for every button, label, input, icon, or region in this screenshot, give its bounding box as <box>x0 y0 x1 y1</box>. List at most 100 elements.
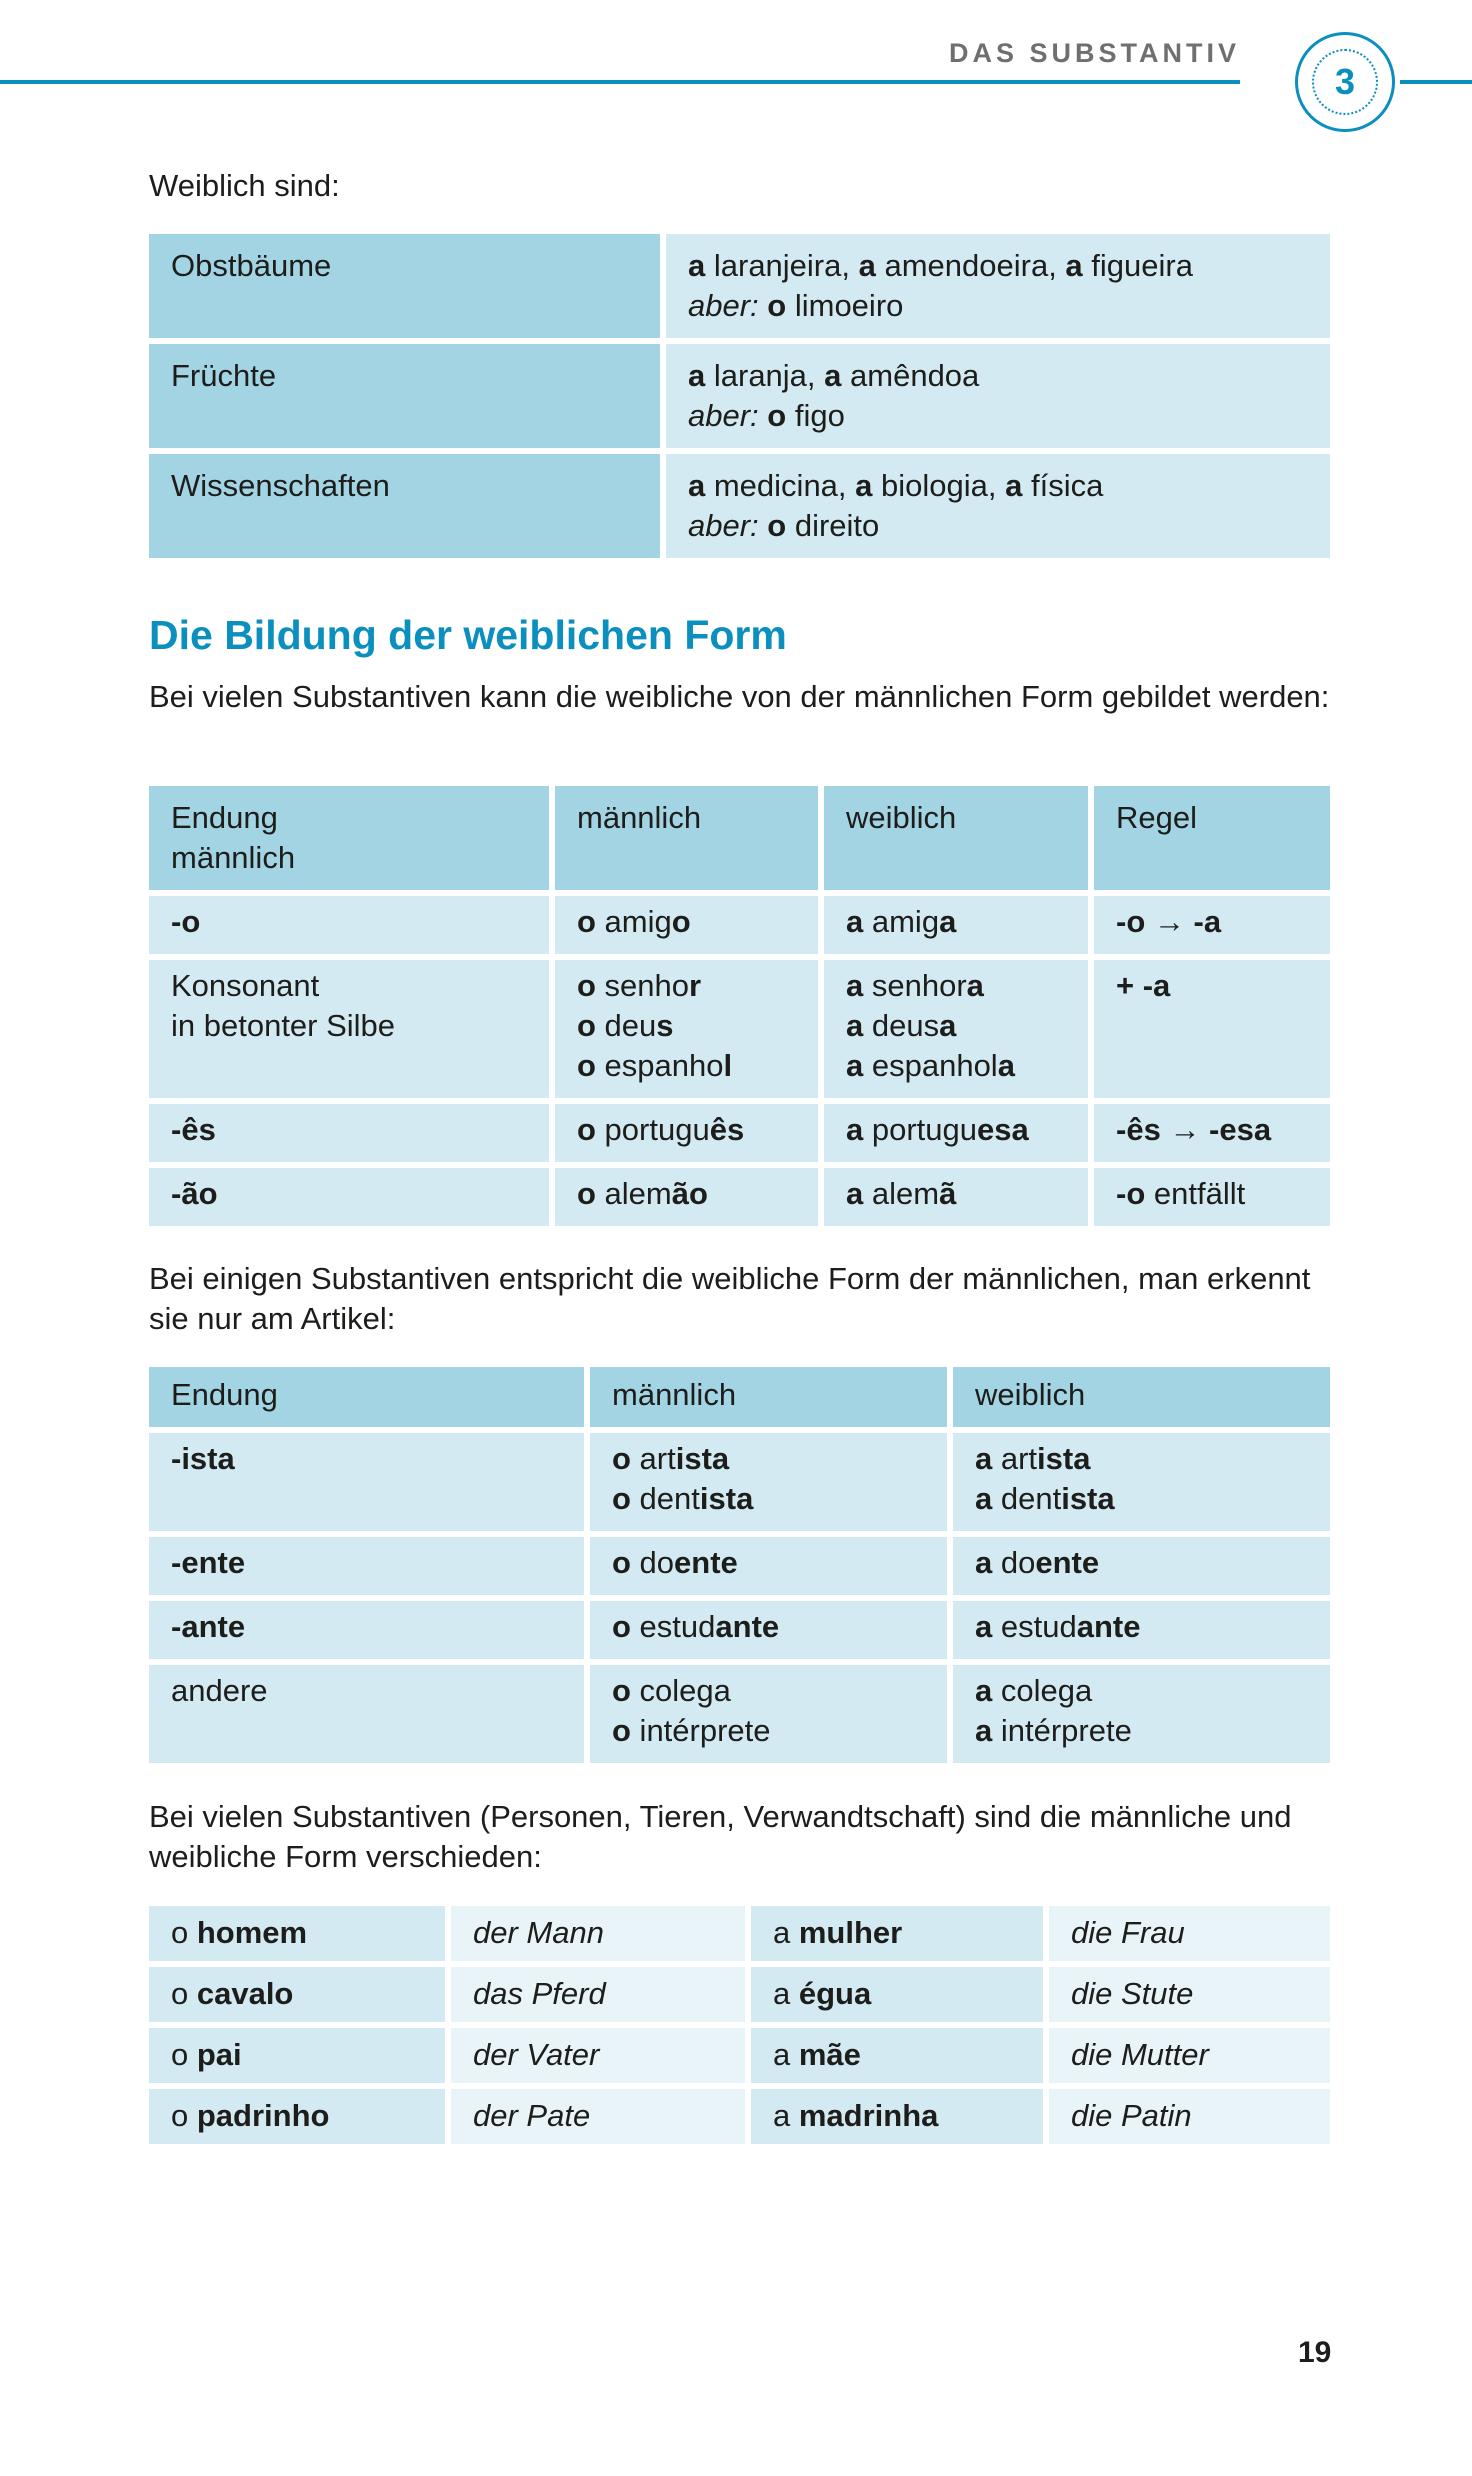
cell-line: der Pate <box>473 2096 723 2136</box>
text-segment: a <box>975 1481 993 1516</box>
cell-line: -ês → -esa <box>1116 1110 1308 1150</box>
cell-line: aber: o figo <box>688 396 1308 436</box>
cell-line: a mãe <box>773 2035 1021 2075</box>
cell-line: o doente <box>612 1543 925 1583</box>
text-segment: a <box>846 1008 864 1043</box>
text-segment: pai <box>196 2037 242 2072</box>
cell-line: in betonter Silbe <box>171 1006 527 1046</box>
text-segment: ista <box>699 1481 754 1516</box>
text-segment: mulher <box>798 1915 903 1950</box>
cell-line: o pai <box>171 2035 423 2075</box>
table-cell: a égua <box>751 1967 1043 2022</box>
table-cell: a medicina, a biologia, a física aber: o … <box>666 454 1330 558</box>
text-segment: espanho <box>595 1048 724 1083</box>
table-cell: a alemã <box>824 1168 1088 1226</box>
text-segment: die Frau <box>1071 1915 1185 1950</box>
table-cell: a laranjeira, a amendoeira, a figueira ab… <box>666 234 1330 338</box>
cell-line: o intérprete <box>612 1711 925 1751</box>
text-segment: do <box>992 1545 1036 1580</box>
text-segment: a <box>773 1976 799 2011</box>
table-cell: a mulher <box>751 1906 1043 1961</box>
table-cell: a madrinha <box>751 2089 1043 2144</box>
text-segment: esa <box>977 1112 1029 1147</box>
cell-line: -o <box>171 902 527 942</box>
text-segment: figo <box>786 398 845 433</box>
text-segment: estud <box>630 1609 716 1644</box>
text-segment: o <box>171 1915 197 1950</box>
cell-line: -o entfällt <box>1116 1174 1308 1214</box>
text-segment: aber: <box>688 508 759 543</box>
text-segment: → <box>1160 1112 1210 1147</box>
text-segment: die Stute <box>1071 1976 1194 2011</box>
section-heading: Die Bildung der weiblichen Form <box>149 612 787 658</box>
text-segment: portugu <box>863 1112 978 1147</box>
cell-line: o alemão <box>577 1174 796 1214</box>
text-segment: a <box>846 968 864 1003</box>
text-segment: o <box>577 1176 596 1211</box>
cell-line: a espanhola <box>846 1046 1066 1086</box>
cell-line: o cavalo <box>171 1974 423 2014</box>
cell-line: a intérprete <box>975 1711 1308 1751</box>
table-cell: a estudante <box>953 1601 1330 1659</box>
cell-line: die Frau <box>1071 1913 1308 1953</box>
table-cell: a doente <box>953 1537 1330 1595</box>
table-cell: a portuguesa <box>824 1104 1088 1162</box>
text-segment: o <box>767 398 787 433</box>
text-segment: + -a <box>1116 968 1171 1003</box>
text-segment: a <box>975 1545 993 1580</box>
header-rule-right <box>1400 80 1472 84</box>
text-segment: senhor <box>863 968 967 1003</box>
text-segment: a <box>846 1112 864 1147</box>
cell-line: -ista <box>171 1439 562 1479</box>
text-segment: colega <box>630 1673 731 1708</box>
text-segment: -ão <box>171 1176 218 1211</box>
text-segment: senho <box>595 968 690 1003</box>
table-cell: -ente <box>149 1537 584 1595</box>
text-segment: a <box>975 1441 993 1476</box>
table-cell: der Mann <box>451 1906 745 1961</box>
text-segment: a <box>997 1048 1015 1083</box>
cell-line: a colega <box>975 1671 1308 1711</box>
table-cell: a senhora a deusa a espanhola <box>824 960 1088 1098</box>
text-segment: o <box>612 1481 631 1516</box>
text-segment: dent <box>992 1481 1062 1516</box>
text-segment: a <box>824 358 842 393</box>
text-segment: a <box>1065 248 1083 283</box>
text-segment: a <box>688 468 706 503</box>
text-segment: aber: <box>688 288 759 323</box>
table-cell: der Vater <box>451 2028 745 2083</box>
text-segment: o <box>577 1008 596 1043</box>
text-segment: a <box>773 1915 799 1950</box>
text-segment: -ista <box>171 1441 235 1476</box>
cell-line: die Mutter <box>1071 2035 1308 2075</box>
cell-line: a alemã <box>846 1174 1066 1214</box>
text-segment: ente <box>674 1545 738 1580</box>
column-header: Regel <box>1094 786 1330 890</box>
text-segment <box>759 508 768 543</box>
text-segment: a <box>975 1609 993 1644</box>
cell-line: a portuguesa <box>846 1110 1066 1150</box>
text-segment: ã <box>939 1176 957 1211</box>
cell-line: o padrinho <box>171 2096 423 2136</box>
text-segment: o <box>612 1609 631 1644</box>
cell-line: -ante <box>171 1607 562 1647</box>
feminine-formation-table: Endung männlich männlich weiblich Regel -o o … <box>149 786 1330 1226</box>
table-cell: o português <box>555 1104 818 1162</box>
table-cell: -ês → -esa <box>1094 1104 1330 1162</box>
text-segment: -ês <box>1116 1112 1161 1147</box>
text-segment: art <box>630 1441 676 1476</box>
table-cell: a artista a dentista <box>953 1433 1330 1531</box>
paragraph-3: Bei vielen Substantiven (Personen, Tiere… <box>149 1799 1292 1874</box>
text-segment: → <box>1145 904 1194 939</box>
text-segment: o <box>612 1713 631 1748</box>
cell-line: der Mann <box>473 1913 723 1953</box>
text-segment: estud <box>992 1609 1077 1644</box>
text-segment: -esa <box>1209 1112 1272 1147</box>
cell-line: -ês <box>171 1110 527 1150</box>
text-segment: in betonter Silbe <box>171 1008 396 1043</box>
table-cell: o artista o dentista <box>590 1433 947 1531</box>
text-segment: entfällt <box>1145 1176 1246 1211</box>
text-segment: -ante <box>171 1609 246 1644</box>
text-segment: medicina, <box>705 468 856 503</box>
text-segment: der Vater <box>473 2037 600 2072</box>
